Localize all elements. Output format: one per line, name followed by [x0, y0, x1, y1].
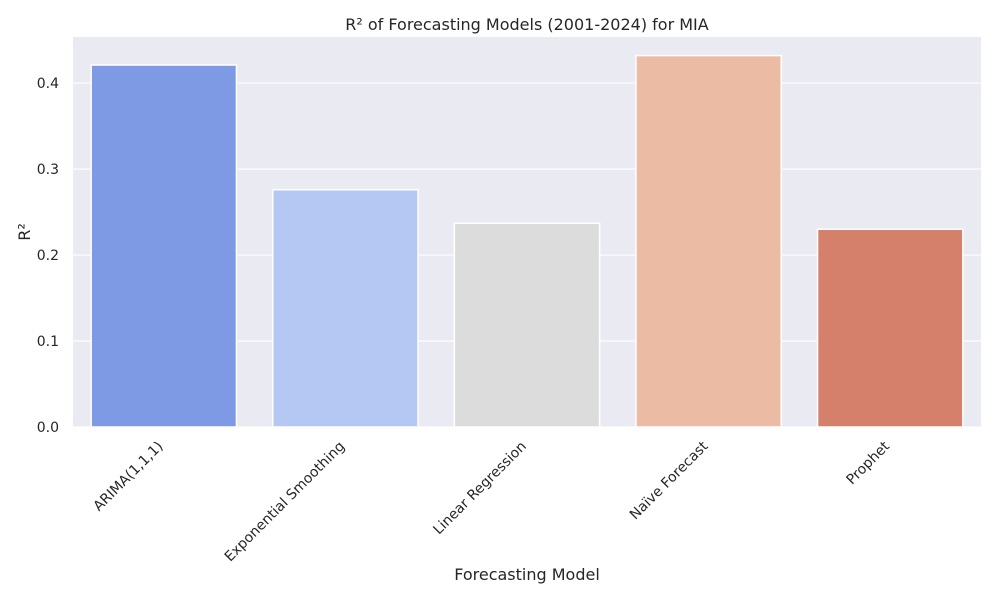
- y-tick-label: 0.3: [37, 162, 59, 178]
- y-tick-labels: 0.0 0.1 0.2 0.3 0.4: [37, 76, 59, 436]
- x-tick-label: Naïve Forecast: [627, 438, 712, 523]
- x-tick-label: Prophet: [843, 438, 893, 488]
- bar: [272, 188, 419, 428]
- bar: [453, 222, 601, 428]
- y-tick-label: 0.2: [37, 248, 59, 264]
- y-tick-label: 0.1: [37, 334, 59, 350]
- x-axis-title: Forecasting Model: [454, 565, 600, 584]
- y-tick-label: 0.4: [37, 76, 59, 92]
- x-tick-label: ARIMA(1,1,1): [91, 439, 167, 515]
- y-tick-label: 0.0: [37, 420, 59, 436]
- bar: [635, 54, 782, 428]
- x-tick-labels: ARIMA(1,1,1) Exponential Smoothing Linear …: [91, 438, 894, 565]
- chart-title: R² of Forecasting Models (2001-2024) for…: [345, 15, 709, 34]
- bar: [90, 64, 238, 428]
- x-tick-label: Exponential Smoothing: [222, 439, 349, 566]
- y-axis-title: R²: [15, 223, 34, 241]
- bar: [816, 228, 964, 428]
- x-tick-label: Linear Regression: [430, 439, 529, 538]
- bars: [90, 54, 964, 428]
